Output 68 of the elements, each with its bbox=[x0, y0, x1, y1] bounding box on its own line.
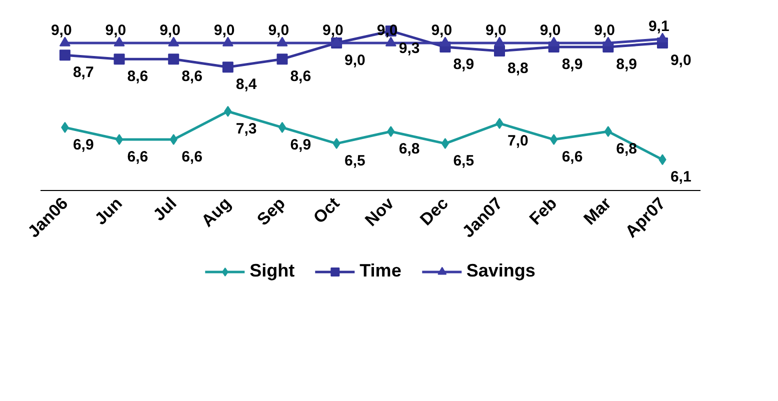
point bbox=[494, 36, 506, 46]
data-label: 8,9 bbox=[562, 56, 583, 74]
data-label: 6,6 bbox=[562, 148, 583, 166]
data-label: 9,0 bbox=[268, 22, 290, 40]
x-tick-label: Aug bbox=[198, 194, 235, 231]
data-label: 8,4 bbox=[236, 76, 258, 94]
x-tick-label: Mar bbox=[580, 194, 616, 229]
point bbox=[441, 138, 450, 150]
data-label: 8,9 bbox=[616, 56, 638, 74]
point bbox=[385, 36, 396, 46]
point bbox=[222, 36, 234, 46]
data-label: 9,0 bbox=[105, 22, 126, 40]
data-label: 9,0 bbox=[670, 52, 692, 70]
data-label: 9,0 bbox=[486, 22, 506, 40]
data-label: 9,3 bbox=[398, 40, 420, 57]
point bbox=[278, 122, 286, 133]
data-label: 9,0 bbox=[160, 22, 180, 40]
data-label: 9,0 bbox=[594, 22, 616, 40]
point bbox=[276, 36, 288, 46]
data-label: 7,3 bbox=[236, 120, 257, 138]
data-label: 8,8 bbox=[508, 60, 528, 78]
point bbox=[114, 36, 125, 46]
data-label: 6,8 bbox=[616, 140, 638, 158]
legend-label: Time bbox=[360, 260, 402, 282]
data-label: 8,6 bbox=[127, 68, 148, 86]
data-label: 8,6 bbox=[182, 68, 202, 86]
point bbox=[114, 54, 125, 65]
data-label: 9,0 bbox=[214, 22, 235, 40]
data-label: 6,5 bbox=[453, 152, 474, 170]
legend-label: Sight bbox=[250, 260, 295, 282]
data-label: 8,7 bbox=[72, 64, 94, 82]
point bbox=[276, 54, 288, 65]
data-label: 9,0 bbox=[344, 52, 366, 70]
data-label: 6,9 bbox=[290, 136, 312, 154]
point bbox=[222, 62, 234, 73]
point bbox=[656, 32, 668, 42]
point bbox=[440, 36, 451, 46]
x-tick-label: Jun bbox=[91, 194, 126, 229]
data-label: 9,1 bbox=[648, 18, 670, 35]
data-label: 9,0 bbox=[540, 22, 561, 40]
point bbox=[168, 36, 180, 46]
data-label: 7,0 bbox=[508, 132, 528, 150]
point bbox=[602, 36, 614, 46]
point bbox=[115, 134, 124, 146]
data-label: 6,1 bbox=[670, 168, 692, 186]
data-label: 6,6 bbox=[182, 148, 202, 166]
data-label: 6,9 bbox=[72, 136, 94, 154]
point bbox=[548, 36, 560, 46]
x-tick-label: Feb bbox=[526, 194, 561, 229]
x-tick-label: Sep bbox=[253, 194, 289, 230]
data-label: 8,6 bbox=[290, 68, 312, 86]
data-label: 9,0 bbox=[322, 22, 344, 40]
data-label: 9,0 bbox=[50, 22, 72, 40]
data-label: 9,0 bbox=[376, 22, 398, 40]
x-tick-label: Jul bbox=[149, 194, 180, 225]
x-tick-label: Oct bbox=[310, 194, 344, 228]
data-label: 6,6 bbox=[127, 148, 148, 166]
data-label: 9,0 bbox=[431, 22, 452, 40]
data-label: 8,9 bbox=[453, 56, 474, 74]
point bbox=[59, 50, 70, 61]
x-tick-label: Dec bbox=[416, 194, 452, 230]
data-label: 6,5 bbox=[344, 152, 366, 170]
point bbox=[59, 36, 70, 46]
x-tick-label: Nov bbox=[361, 193, 398, 230]
point bbox=[168, 54, 180, 65]
data-label: 6,8 bbox=[398, 140, 420, 158]
point bbox=[494, 46, 506, 57]
legend-label: Savings bbox=[466, 260, 536, 282]
